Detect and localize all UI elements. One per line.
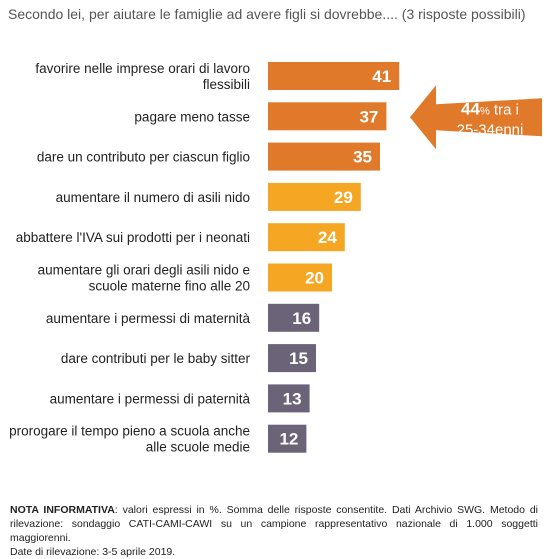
category-label-5: abbattere l'IVA sui prodotti per i neona… <box>16 230 250 245</box>
bar-9 <box>268 384 310 413</box>
category-label-6-line-1: aumentare gli orari degli asili nido e <box>38 263 250 278</box>
note-text-2: rilevazione: sondaggio CATI-CAMI-CAWI su… <box>10 518 538 544</box>
methodology-note: NOTA INFORMATIVA: valori espressi in %. … <box>10 503 538 559</box>
value-label-5: 24 <box>318 228 337 247</box>
callout-line-1: 44% tra i <box>461 99 519 118</box>
bar-5 <box>268 223 345 252</box>
callout-line-2: 25-34enni <box>457 121 524 138</box>
value-label-10: 12 <box>279 430 298 449</box>
value-label-2: 37 <box>359 107 378 126</box>
bar-10 <box>268 424 307 453</box>
note-text-3: Date di rilevazione: 3-5 aprile 2019. <box>10 546 176 558</box>
bar-1 <box>268 62 400 90</box>
note-label: NOTA INFORMATIVA <box>10 504 115 516</box>
bar-chart: 41 favorire nelle imprese orari di lavoro… <box>9 61 542 455</box>
category-label-9: aumentare i permessi di paternità <box>50 391 251 406</box>
bar-8 <box>268 344 316 373</box>
bar-2 <box>268 102 387 131</box>
note-text-1: : valori espressi in %. Somma delle risp… <box>114 504 538 516</box>
category-label-1-line-1: favorire nelle imprese orari di lavoro <box>35 61 250 76</box>
callout-arrow <box>410 85 542 150</box>
bar-6 <box>268 263 332 292</box>
category-label-10-line-2: alle scuole medie <box>146 440 250 455</box>
value-label-3: 35 <box>353 148 372 167</box>
category-label-4: aumentare il numero di asili nido <box>56 190 250 205</box>
chart-title: Secondo lei, per aiutare le famiglie ad … <box>8 6 526 22</box>
category-label-7: aumentare i permessi di maternità <box>46 311 251 326</box>
value-label-4: 29 <box>334 188 353 207</box>
category-label-6-line-2: scuole materne fino alle 20 <box>89 279 250 294</box>
category-label-3: dare un contributo per ciascun figlio <box>37 150 250 165</box>
value-label-9: 13 <box>283 389 302 408</box>
category-label-1-line-2: flessibili <box>203 77 250 92</box>
value-label-1: 41 <box>372 67 391 86</box>
value-label-6: 20 <box>305 269 324 288</box>
category-label-10-line-1: prorogare il tempo pieno a scuola anche <box>9 424 250 439</box>
bar-3 <box>268 142 380 171</box>
bar-4 <box>268 182 361 211</box>
value-label-8: 15 <box>289 349 308 368</box>
category-label-2: pagare meno tasse <box>134 109 250 124</box>
category-label-8: dare contributi per le baby sitter <box>61 351 251 366</box>
bar-7 <box>268 303 320 332</box>
value-label-7: 16 <box>292 309 311 328</box>
